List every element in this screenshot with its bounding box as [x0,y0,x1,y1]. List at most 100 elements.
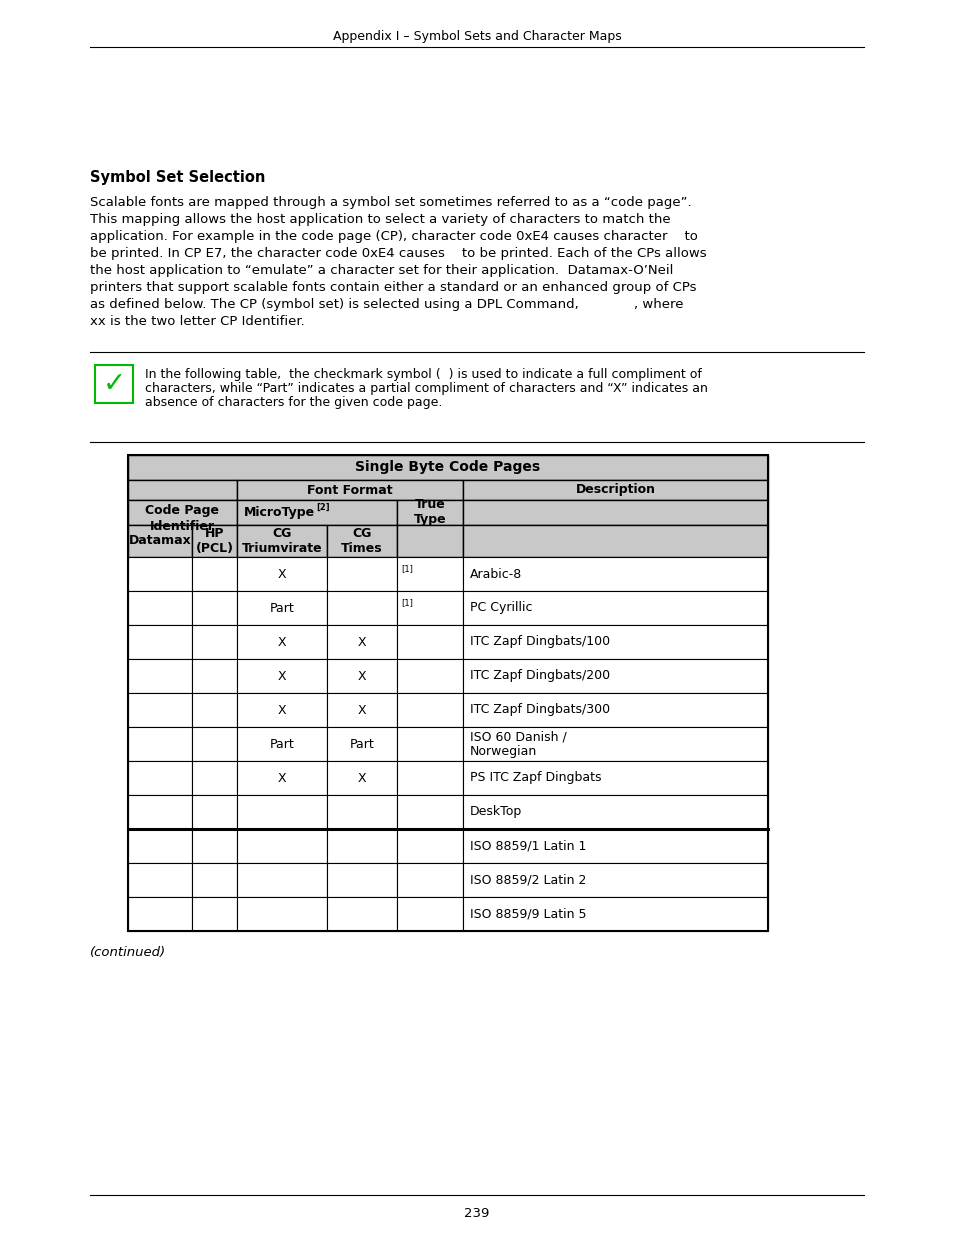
Bar [128,897,192,931]
Bar [128,557,192,592]
Bar [396,625,462,659]
Bar [236,557,327,592]
Bar [396,525,462,557]
Text: (continued): (continued) [90,946,166,960]
Bar [128,761,192,795]
Text: X: X [357,669,366,683]
Text: X: X [277,636,286,648]
Bar [236,659,327,693]
Bar [236,761,327,795]
Bar [327,863,396,897]
Bar [128,659,192,693]
Text: [1]: [1] [400,599,413,608]
Bar [236,592,327,625]
Bar [192,693,236,727]
Bar [462,557,767,592]
Bar [396,727,462,761]
Text: DeskTop: DeskTop [470,805,521,819]
Text: X: X [357,636,366,648]
Text: application. For example in the code page (CP), character code 0xE4 causes chara: application. For example in the code pag… [90,230,698,243]
Bar [327,897,396,931]
Text: Arabic-8: Arabic-8 [470,568,521,580]
Bar [192,795,236,829]
Bar [128,525,192,557]
Bar [462,863,767,897]
Bar [462,525,767,557]
Text: X: X [277,704,286,716]
Bar [327,557,396,592]
Bar [327,761,396,795]
Bar [327,693,396,727]
Text: Part: Part [270,601,294,615]
Text: True
Type: True Type [414,499,446,526]
Bar [396,863,462,897]
Text: ISO 60 Danish /
Norwegian: ISO 60 Danish / Norwegian [470,730,566,758]
Bar [327,727,396,761]
Text: 239: 239 [464,1207,489,1220]
Bar [192,592,236,625]
Text: ITC Zapf Dingbats/300: ITC Zapf Dingbats/300 [470,704,610,716]
Text: xx is the two letter CP Identifier.: xx is the two letter CP Identifier. [90,315,304,329]
Bar [192,897,236,931]
Bar [236,863,327,897]
Bar [192,557,236,592]
Text: PS ITC Zapf Dingbats: PS ITC Zapf Dingbats [470,772,601,784]
Bar [236,480,462,500]
Text: characters, while “Part” indicates a partial compliment of characters and “X” in: characters, while “Part” indicates a par… [145,382,707,395]
Bar [236,795,327,829]
Text: [1]: [1] [400,564,413,573]
Text: ITC Zapf Dingbats/200: ITC Zapf Dingbats/200 [470,669,610,683]
Text: Part: Part [270,737,294,751]
Bar [462,727,767,761]
Text: ISO 8859/2 Latin 2: ISO 8859/2 Latin 2 [470,873,586,887]
Text: This mapping allows the host application to select a variety of characters to ma: This mapping allows the host application… [90,212,670,226]
Text: absence of characters for the given code page.: absence of characters for the given code… [145,396,442,409]
Text: X: X [357,772,366,784]
Bar [128,625,192,659]
Bar [128,727,192,761]
Bar [327,829,396,863]
Bar [236,525,327,557]
Bar [396,829,462,863]
Bar [462,897,767,931]
Text: as defined below. The CP (symbol set) is selected using a DPL Command,          : as defined below. The CP (symbol set) is… [90,298,682,311]
Text: printers that support scalable fonts contain either a standard or an enhanced gr: printers that support scalable fonts con… [90,282,696,294]
Text: X: X [277,669,286,683]
Bar [128,454,767,480]
Bar [462,829,767,863]
Bar [462,659,767,693]
Bar [236,693,327,727]
Bar [192,625,236,659]
Bar [396,795,462,829]
Bar [192,727,236,761]
Text: Code Page
Identifier: Code Page Identifier [146,504,219,534]
Bar [192,761,236,795]
Bar [128,454,767,931]
Text: Symbol Set Selection: Symbol Set Selection [90,170,265,185]
Text: PC Cyrillic: PC Cyrillic [470,601,532,615]
Text: Description: Description [575,483,655,496]
Bar [128,693,192,727]
Bar [396,592,462,625]
Text: In the following table,  the checkmark symbol (  ) is used to indicate a full co: In the following table, the checkmark sy… [145,368,701,382]
Bar [462,500,767,525]
Bar [396,761,462,795]
Bar [192,659,236,693]
Text: ISO 8859/9 Latin 5: ISO 8859/9 Latin 5 [470,908,586,920]
Bar [192,863,236,897]
Bar [396,897,462,931]
Text: Scalable fonts are mapped through a symbol set sometimes referred to as a “code : Scalable fonts are mapped through a symb… [90,196,691,209]
Text: Datamax: Datamax [129,535,192,547]
Text: MicroType: MicroType [244,506,314,519]
Bar [327,525,396,557]
Bar [462,761,767,795]
Bar [462,625,767,659]
Bar [396,500,462,525]
Text: HP
(PCL): HP (PCL) [195,527,233,555]
Bar [236,727,327,761]
Bar [462,795,767,829]
Text: CG
Triumvirate: CG Triumvirate [241,527,322,555]
Bar [236,829,327,863]
Text: Single Byte Code Pages: Single Byte Code Pages [355,461,540,474]
Text: X: X [357,704,366,716]
